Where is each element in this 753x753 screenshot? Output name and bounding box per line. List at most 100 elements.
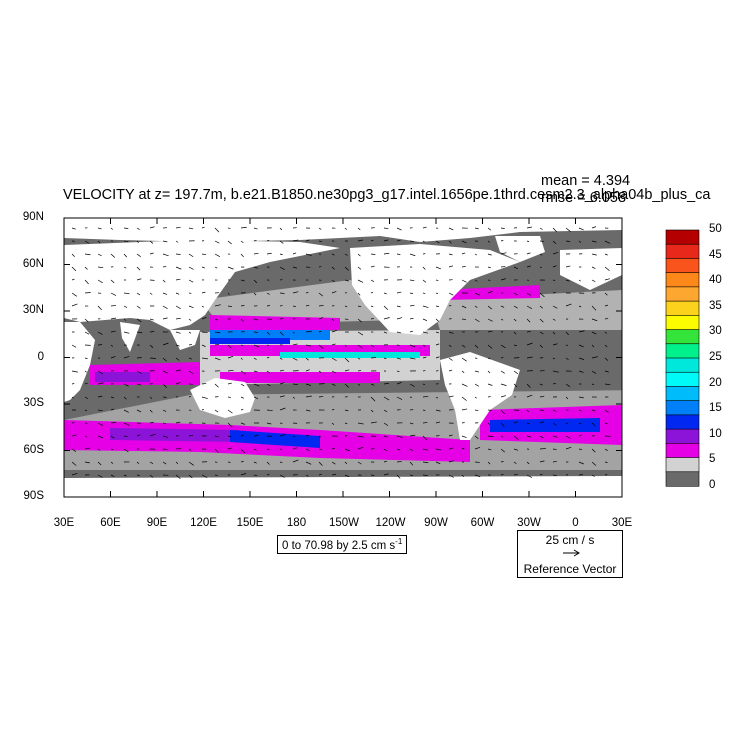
velocity-arrow: [578, 344, 584, 348]
velocity-arrow: [110, 474, 115, 477]
velocity-arrow: [97, 279, 103, 284]
velocity-arrow: [162, 292, 168, 295]
longitude-label: 0: [572, 517, 579, 529]
velocity-arrow: [422, 383, 426, 386]
velocity-arrow: [240, 448, 246, 454]
velocity-arrow: [123, 383, 129, 387]
velocity-arrow: [240, 473, 247, 476]
velocity-arrow: [409, 330, 414, 333]
velocity-arrow: [331, 409, 335, 411]
velocity-arrow: [344, 448, 351, 452]
velocity-arrow: [461, 279, 467, 283]
colorbar-segment: [665, 243, 700, 260]
longitude-label: 90E: [146, 517, 168, 529]
velocity-arrow: [461, 448, 465, 450]
velocity-arrow: [578, 422, 582, 425]
velocity-arrow: [188, 305, 194, 308]
colorbar-segment: [665, 457, 700, 473]
velocity-arrow: [526, 342, 533, 346]
velocity-arrow: [318, 435, 322, 438]
contour-interval-label: 0 to 70.98 by 2.5 cm s-1: [277, 535, 408, 554]
velocity-arrow: [552, 343, 558, 346]
velocity-arrow: [370, 421, 377, 424]
velocity-arrow: [578, 227, 584, 231]
velocity-arrow: [214, 227, 220, 233]
velocity-arrow: [591, 240, 597, 243]
velocity-arrow: [461, 474, 464, 477]
velocity-arrow: [162, 370, 168, 374]
velocity-arrow: [318, 292, 324, 297]
velocity-arrow: [461, 305, 467, 309]
velocity-arrow: [97, 435, 104, 439]
velocity-arrow: [71, 434, 77, 437]
velocity-arrow: [513, 318, 517, 322]
velocity-arrow: [162, 435, 169, 438]
velocity-arrow: [71, 227, 76, 230]
velocity-arrow: [435, 331, 439, 334]
velocity-arrow: [123, 318, 127, 321]
velocity-arrow: [578, 461, 584, 465]
velocity-arrow: [448, 395, 454, 398]
velocity-arrow: [201, 291, 206, 294]
velocity-arrow: [253, 331, 258, 333]
velocity-arrow: [110, 305, 117, 307]
velocity-arrow: [578, 305, 582, 308]
velocity-arrow: [331, 422, 335, 425]
velocity-arrow: [279, 474, 285, 478]
velocity-arrow: [604, 357, 609, 361]
velocity-arrow: [357, 357, 361, 360]
velocity-arrow: [526, 265, 531, 268]
velocity-arrow: [370, 474, 375, 476]
velocity-arrow: [175, 305, 181, 310]
velocity-arrow: [383, 305, 389, 311]
velocity-arrow: [422, 395, 429, 398]
velocity-arrow: [591, 409, 596, 412]
velocity-arrow: [513, 448, 519, 451]
velocity-arrow: [162, 357, 167, 362]
velocity-arrow: [383, 292, 387, 295]
velocity-arrow: [188, 279, 194, 283]
velocity-arrow: [539, 344, 544, 348]
velocity-arrow: [292, 357, 298, 361]
velocity-arrow: [175, 344, 180, 347]
velocity-arrow: [500, 370, 505, 374]
velocity-arrow: [526, 331, 531, 333]
velocity-arrow: [500, 278, 506, 281]
velocity-arrow: [279, 381, 285, 385]
velocity-arrow: [435, 396, 439, 399]
longitude-label: 180: [286, 517, 307, 529]
velocity-arrow: [162, 240, 168, 243]
velocity-arrow: [422, 409, 426, 411]
velocity-arrow: [175, 278, 181, 281]
velocity-arrow: [71, 253, 75, 257]
velocity-arrow: [500, 422, 505, 427]
velocity-arrow: [201, 317, 207, 320]
velocity-arrow: [448, 227, 454, 231]
velocity-arrow: [279, 266, 285, 270]
velocity-arrow: [487, 240, 490, 243]
velocity-arrow: [175, 369, 181, 372]
velocity-arrow: [591, 331, 597, 335]
velocity-arrow: [461, 383, 468, 387]
velocity-arrow: [357, 344, 363, 349]
velocity-arrow: [149, 252, 154, 255]
velocity-arrow: [383, 460, 388, 463]
velocity-arrow: [526, 305, 533, 310]
velocity-arrow: [279, 292, 285, 294]
velocity-arrow: [552, 265, 557, 268]
velocity-arrow: [565, 303, 572, 307]
longitude-label: 60W: [470, 517, 495, 529]
velocity-arrow: [266, 331, 271, 335]
velocity-arrow: [409, 434, 416, 437]
velocity-arrow: [539, 318, 544, 323]
velocity-arrow: [240, 408, 244, 411]
velocity-arrow: [71, 383, 75, 385]
velocity-arrow: [149, 421, 154, 424]
rmse-value: rmse = 6.058: [541, 190, 627, 206]
colorbar-segment: [665, 229, 700, 245]
velocity-arrow: [136, 331, 143, 334]
contour-interval-text: 0 to 70.98 by 2.5 cm s: [282, 539, 396, 552]
velocity-arrow: [344, 227, 347, 230]
velocity-arrow: [461, 344, 466, 348]
velocity-arrow: [253, 344, 260, 348]
